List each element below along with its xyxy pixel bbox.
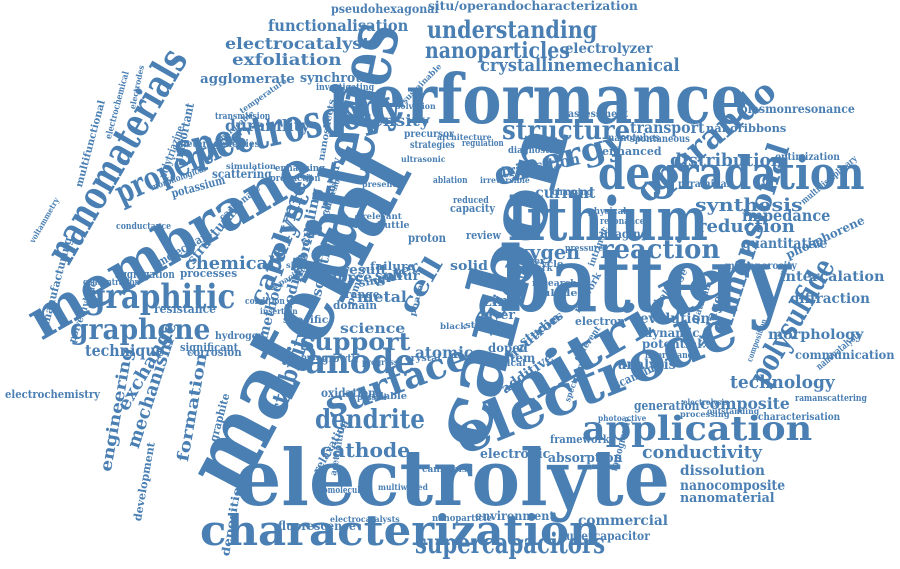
word-insertion: insertion (260, 307, 298, 315)
word-characterisation: characterisation (758, 413, 840, 423)
word-electrolysis: electrolysis (683, 398, 728, 406)
word-processes: processes (180, 268, 237, 279)
word-signal: signal (286, 261, 314, 269)
word-graphene: graphene (70, 316, 210, 344)
word-pulsed: pulsed (357, 393, 387, 401)
word-presence: presence (362, 180, 402, 188)
word-spontaneous: spontaneous (630, 135, 690, 145)
word-solvation: solvation (396, 102, 436, 110)
word-electron: electron (575, 316, 625, 327)
word-charging: charging (552, 189, 592, 198)
word-dissolution: dissolution (680, 464, 765, 478)
word-situ-operandocharacterization: situ/operandocharacterization (428, 0, 638, 12)
word-architecture: architecture (437, 133, 492, 141)
word-resistance: resistance (154, 303, 216, 315)
word-optical: optical (490, 360, 526, 369)
word-pressure: pressure (565, 245, 603, 254)
word-proton: proton (408, 232, 446, 244)
word-diffraction: diffraction (790, 292, 870, 306)
word-irreversible: irreversible (480, 176, 530, 184)
word-dendrite: dendrite (315, 407, 425, 433)
word-crystallinemechanical: crystallinemechanical (480, 57, 680, 75)
word-enhanced: enhanced (602, 146, 662, 157)
word-concentration: concentration (83, 279, 140, 288)
word-enhancing: enhancing (275, 165, 325, 174)
word-microporosity: microporosity (725, 262, 797, 272)
word-functionalisation: functionalisation (268, 18, 408, 34)
word-sulfide: sulfide (536, 290, 577, 299)
word-conductivity: conductivity (642, 444, 762, 462)
word-nanoparticle: nanoparticle (432, 515, 492, 524)
word-exfoliation: exfoliation (232, 52, 342, 68)
word-pseudohexagonal: pseudohexagonal (331, 3, 439, 15)
word-failure: failure (370, 261, 415, 272)
word-optimization: optimization (775, 153, 840, 163)
word-plasmonresonance: plasmonresonance (740, 103, 855, 115)
word-ultrasonic: ultrasonic (401, 155, 446, 163)
word-supercapacitor: supercapacitor (560, 530, 650, 542)
word-multiwalled: multiwalled (378, 483, 428, 491)
word-reduced: reduced (453, 197, 489, 206)
word-potential: potential (642, 338, 702, 350)
word-growth: growth (322, 353, 358, 364)
word-framework: framework (550, 434, 610, 445)
word-physical: physical (588, 208, 626, 217)
word-crystal: crystal (405, 355, 441, 364)
word-simulation: simulation (226, 162, 276, 170)
word-electronic: electronic (480, 448, 550, 461)
word-strategies: strategies (410, 141, 455, 151)
word-commercial: commercial (578, 514, 668, 528)
word-impedance: impedance (742, 208, 830, 224)
word-nanomaterial: nanomaterial (680, 492, 775, 505)
word-review: review (466, 230, 501, 241)
word-technique: technique (85, 343, 165, 359)
word-intercalation: intercalation (780, 270, 884, 284)
word-corrosion: corrosion (187, 347, 242, 358)
word-science: science (340, 322, 405, 336)
word-shuttle: shuttle (372, 222, 410, 231)
word-nanoribbons: nanoribbons (706, 123, 786, 134)
word-black: black (440, 322, 466, 330)
word-interphane: interphane (645, 352, 693, 361)
word-processing: processing (680, 410, 730, 418)
word-mapping: mapping (287, 353, 327, 361)
word-state: state (465, 322, 493, 331)
word-progress: progress (362, 358, 398, 366)
word-ramanscattering: ramanscattering (795, 395, 867, 404)
word-specific: specific (283, 316, 328, 326)
word-technology: technology (730, 374, 835, 392)
word-cannabis: cannabis (422, 466, 467, 475)
word-relevant: relevant (362, 212, 402, 220)
word-distribution: distribution (670, 152, 783, 170)
word-electrochemistry: electrochemistry (5, 389, 100, 400)
word-photoactive: photoactive (598, 414, 646, 422)
word-conductance: conductance (116, 223, 171, 232)
word-development: development (132, 441, 157, 522)
word-solid: solid (450, 260, 488, 273)
word-pyramidal: pyramidal (678, 180, 730, 190)
word-investigating: investigating (316, 84, 374, 93)
word-production: production (270, 175, 320, 184)
word-electrocatalysts: electrocatalysts (330, 515, 400, 523)
word-biomolecule: biomolecule (315, 487, 365, 496)
word-resonance: resonance (600, 218, 645, 227)
word-assessment: assessment (568, 110, 628, 120)
word-electrolyzer: electrolyzer (565, 42, 653, 56)
word-research: research (532, 280, 577, 289)
word-diagnostic: diagnostic (508, 147, 558, 156)
word-work: work (528, 265, 553, 274)
word-density: density (360, 113, 430, 129)
word-ablation: ablation (433, 177, 468, 186)
